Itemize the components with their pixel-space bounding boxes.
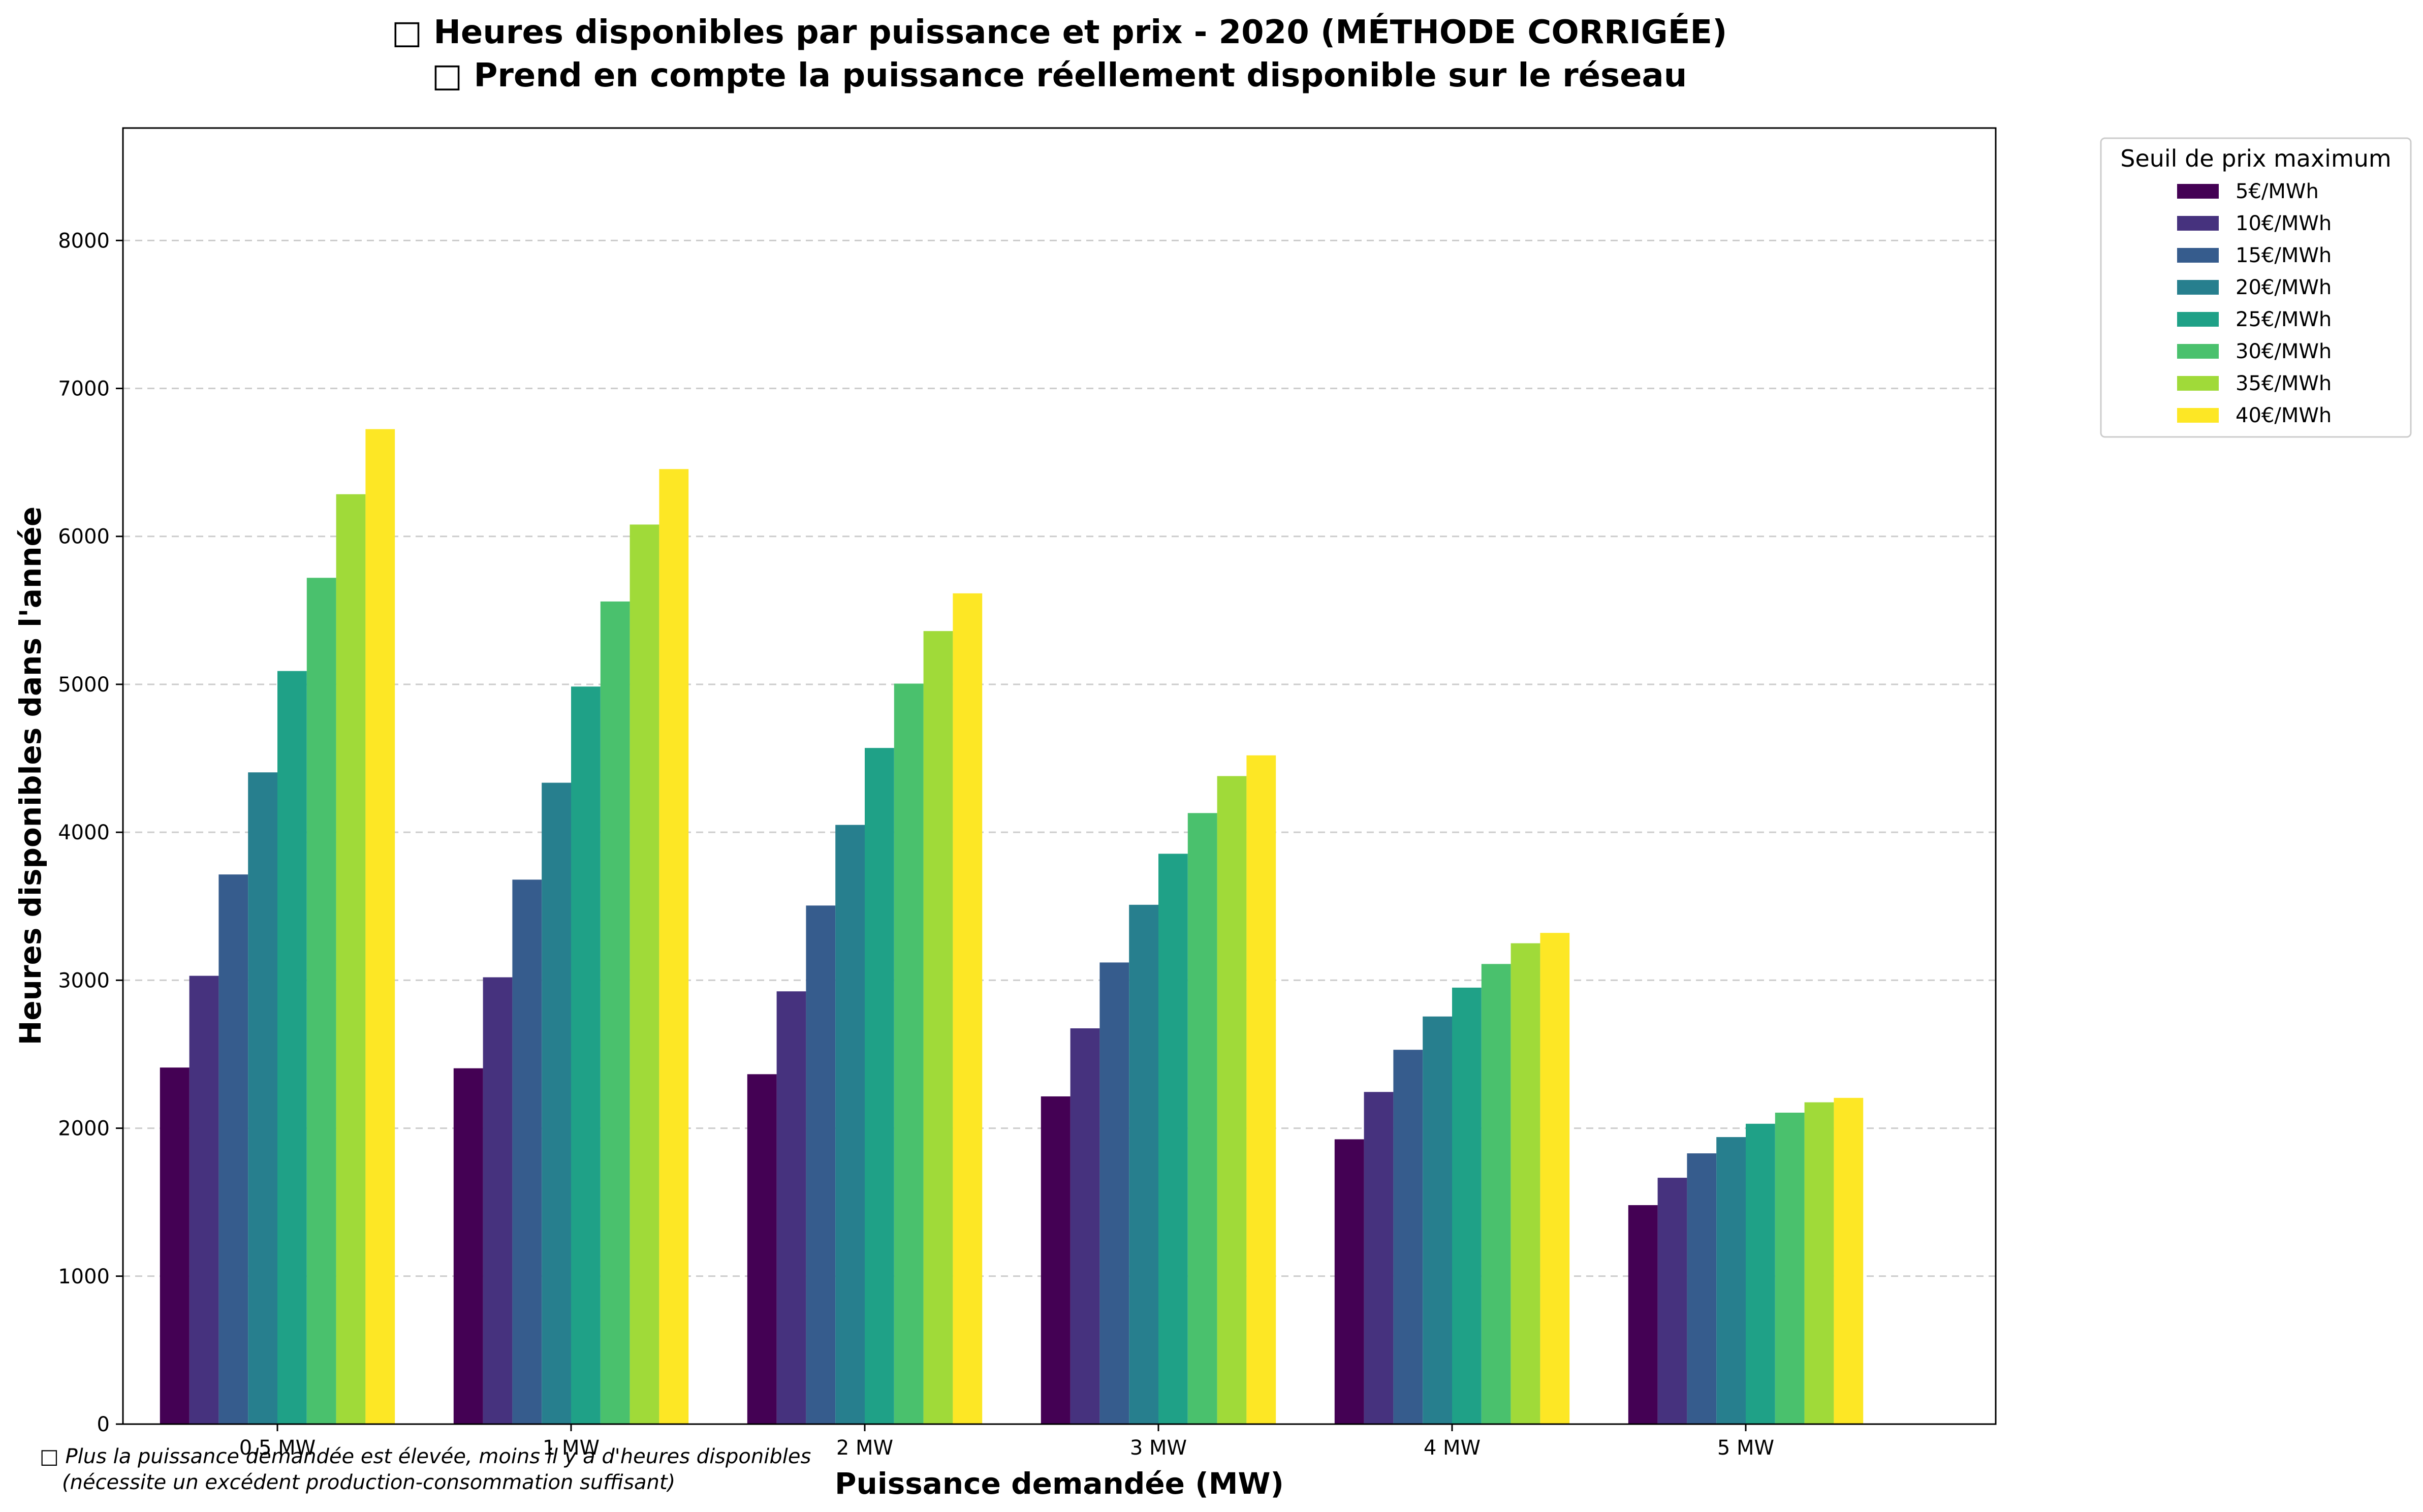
bar — [1041, 1096, 1071, 1424]
chart-title: □ Heures disponibles par puissance et pr… — [392, 13, 1727, 51]
y-tick-label: 4000 — [58, 821, 110, 844]
x-tick-label: 3 MW — [1130, 1436, 1187, 1460]
bar — [1481, 964, 1511, 1424]
bar — [1511, 943, 1540, 1424]
bar-marks — [160, 429, 1864, 1424]
bar — [806, 905, 836, 1424]
bar — [1393, 1050, 1423, 1424]
legend-label: 10€/MWh — [2236, 212, 2332, 235]
legend-items: 5€/MWh 10€/MWh 15€/MWh 20€/MWh 25€/MWh 30€/MW… — [2177, 180, 2332, 427]
legend-label: 20€/MWh — [2236, 276, 2332, 299]
bar — [1129, 904, 1158, 1424]
bar — [1070, 1028, 1100, 1424]
legend-label: 25€/MWh — [2236, 308, 2332, 331]
bar — [1834, 1097, 1864, 1424]
bar — [835, 825, 865, 1424]
bar — [1187, 813, 1217, 1424]
legend-swatch — [2177, 184, 2219, 199]
bar — [776, 991, 806, 1424]
legend-label: 30€/MWh — [2236, 340, 2332, 363]
bar — [600, 601, 630, 1424]
bar — [1775, 1113, 1805, 1424]
y-tick-label: 2000 — [58, 1117, 110, 1141]
x-tick-label: 0.5 MW — [239, 1436, 316, 1460]
bar — [571, 686, 601, 1424]
bar — [923, 631, 953, 1424]
bar — [1334, 1139, 1364, 1424]
bar — [1246, 755, 1276, 1424]
bar — [1423, 1016, 1452, 1424]
bar — [1746, 1123, 1775, 1424]
bar — [1804, 1102, 1834, 1424]
legend-label: 40€/MWh — [2236, 404, 2332, 427]
x-axis-ticks: 0.5 MW 1 MW 2 MW 3 MW 4 MW 5 MW — [239, 1424, 1774, 1460]
bar — [1687, 1153, 1717, 1424]
bar — [630, 524, 659, 1424]
x-tick-label: 5 MW — [1717, 1436, 1774, 1460]
bar — [306, 578, 336, 1424]
legend-box — [2100, 137, 2412, 438]
bar — [747, 1074, 777, 1424]
legend-swatch — [2177, 344, 2219, 359]
legend-label: 5€/MWh — [2236, 180, 2319, 203]
legend-swatch — [2177, 376, 2219, 391]
bar — [277, 671, 307, 1424]
bar — [1452, 987, 1482, 1424]
legend-swatch — [2177, 408, 2219, 423]
y-axis-ticks: 0 1000 2000 3000 4000 5000 6000 7000 8000 — [58, 229, 123, 1436]
bar — [365, 429, 395, 1424]
legend-swatch — [2177, 312, 2219, 327]
legend-label: 35€/MWh — [2236, 372, 2332, 395]
chart-subtitle: □ Prend en compte la puissance réellemen… — [432, 57, 1687, 94]
legend: Seuil de prix maximum 5€/MWh 10€/MWh 15€/M… — [2100, 137, 2412, 438]
y-tick-label: 1000 — [58, 1265, 110, 1288]
bar — [659, 469, 689, 1424]
bar — [512, 879, 542, 1424]
bar — [189, 975, 219, 1424]
y-tick-label: 6000 — [58, 525, 110, 549]
x-axis-label: Puissance demandée (MW) — [835, 1466, 1284, 1501]
bar — [542, 782, 571, 1424]
y-tick-label: 7000 — [58, 377, 110, 401]
x-tick-label: 2 MW — [836, 1436, 893, 1460]
bar — [1716, 1137, 1746, 1424]
footnote-line-1: □ Plus la puissance demandée est élevée,… — [40, 1445, 811, 1468]
y-axis-label: Heures disponibles dans l'année — [13, 507, 48, 1045]
bar — [865, 748, 894, 1424]
bar — [248, 772, 277, 1424]
legend-swatch — [2177, 248, 2219, 263]
bar — [1217, 776, 1247, 1424]
y-tick-label: 3000 — [58, 969, 110, 992]
bar — [453, 1068, 483, 1424]
x-tick-label: 4 MW — [1424, 1436, 1481, 1460]
legend-swatch — [2177, 216, 2219, 231]
y-tick-label: 5000 — [58, 673, 110, 697]
bar — [160, 1067, 190, 1424]
y-tick-label: 8000 — [58, 229, 110, 253]
legend-title: Seuil de prix maximum — [2120, 145, 2391, 172]
plot-frame — [122, 127, 1997, 1425]
legend-label: 15€/MWh — [2236, 244, 2332, 267]
bar — [336, 494, 366, 1424]
bar — [483, 977, 513, 1424]
bar — [953, 593, 983, 1424]
y-tick-label: 0 — [97, 1413, 110, 1436]
footnote-line-2: (nécessite un excédent production-consom… — [62, 1471, 675, 1494]
bar — [1628, 1205, 1658, 1424]
bar — [1540, 933, 1570, 1424]
bar — [1364, 1092, 1394, 1424]
bar — [1657, 1178, 1687, 1424]
bar — [218, 874, 248, 1424]
bar — [1099, 962, 1129, 1424]
bar — [894, 683, 924, 1424]
x-tick-label: 1 MW — [543, 1436, 600, 1460]
legend-swatch — [2177, 280, 2219, 295]
bar — [1158, 854, 1188, 1424]
